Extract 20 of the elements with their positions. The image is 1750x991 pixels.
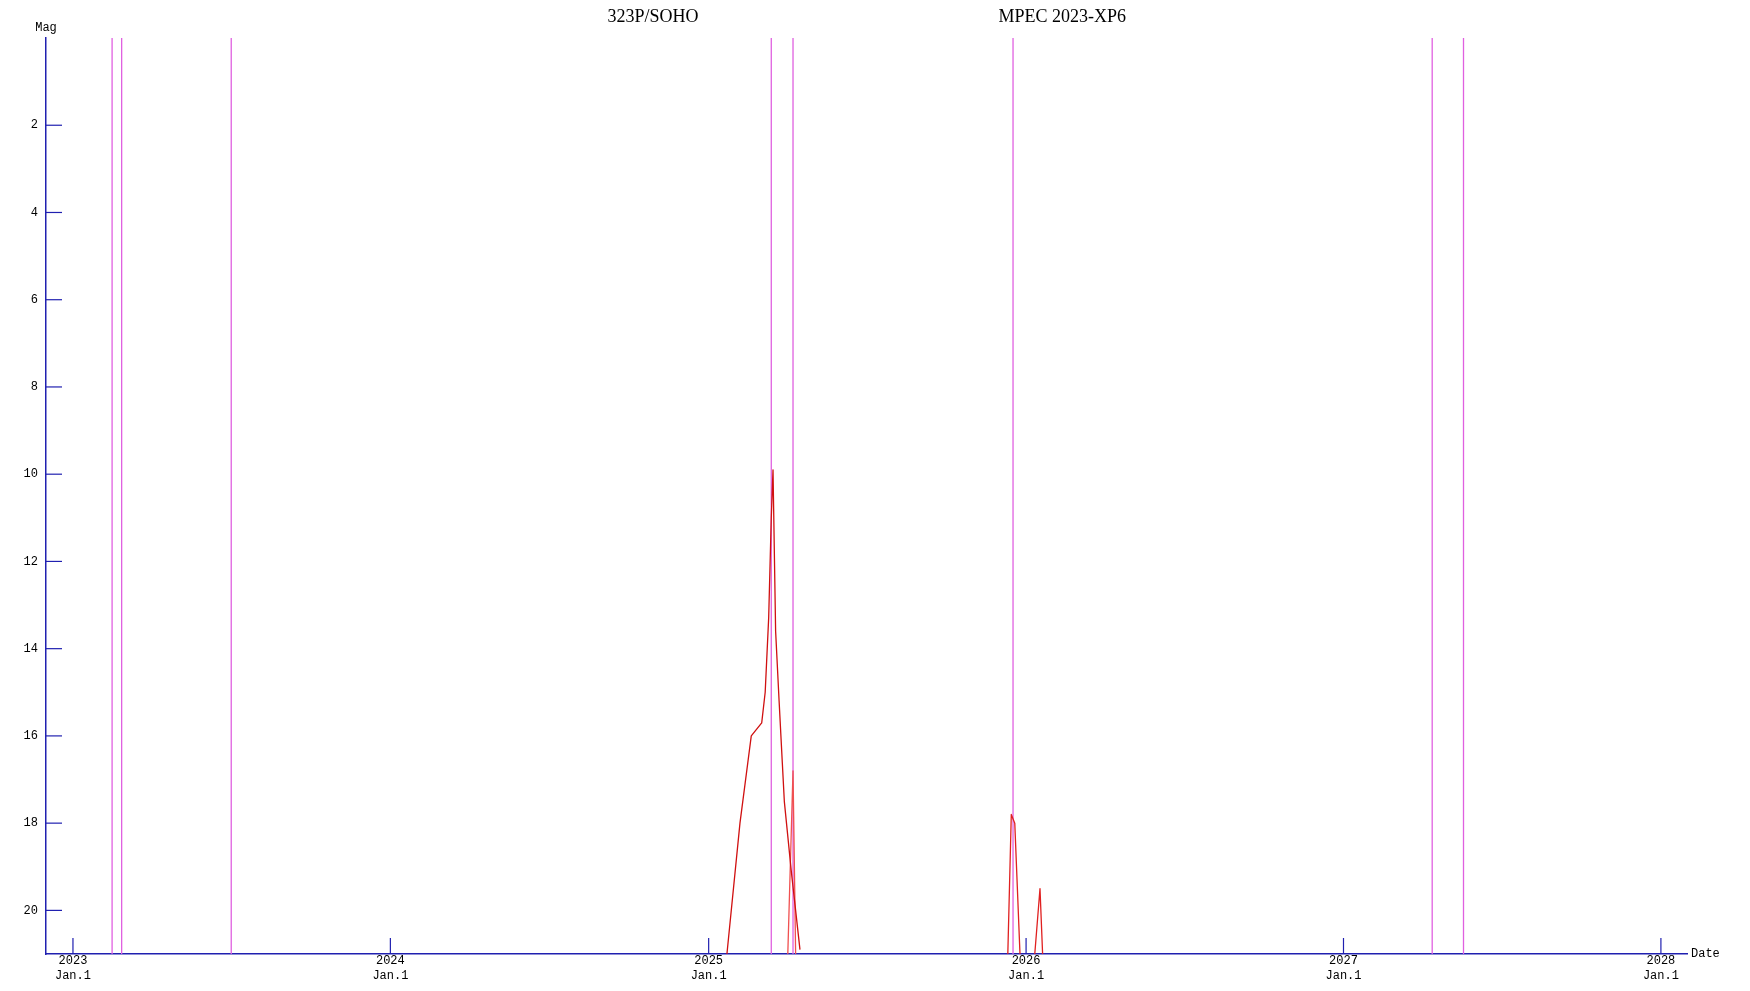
chart-title: 323P/SOHO [607,5,699,26]
chart-subtitle: MPEC 2023-XP6 [998,5,1127,26]
y-tick-label: 4 [30,205,38,220]
x-tick-label: 2026 Jan.1 [1008,954,1045,983]
y-tick-label: 8 [30,380,38,395]
y-tick-label: 16 [23,729,38,744]
y-tick-label: 12 [23,554,38,569]
x-tick-label: 2025 Jan.1 [690,954,727,983]
y-tick-label: 14 [23,641,38,656]
y-tick-label: 20 [23,903,38,918]
y-tick-label: 18 [23,816,38,831]
y-tick-label: 10 [23,467,38,482]
y-tick-label: 6 [30,292,38,307]
y-tick-label: 2 [30,118,38,133]
x-tick-label: 2023 Jan.1 [54,954,91,983]
x-tick-label: 2027 Jan.1 [1325,954,1362,983]
x-tick-label: 2024 Jan.1 [372,954,409,983]
x-tick-label: 2028 Jan.1 [1642,954,1679,983]
y-axis-title: Mag [35,21,57,36]
x-axis-title: Date [1691,947,1720,962]
